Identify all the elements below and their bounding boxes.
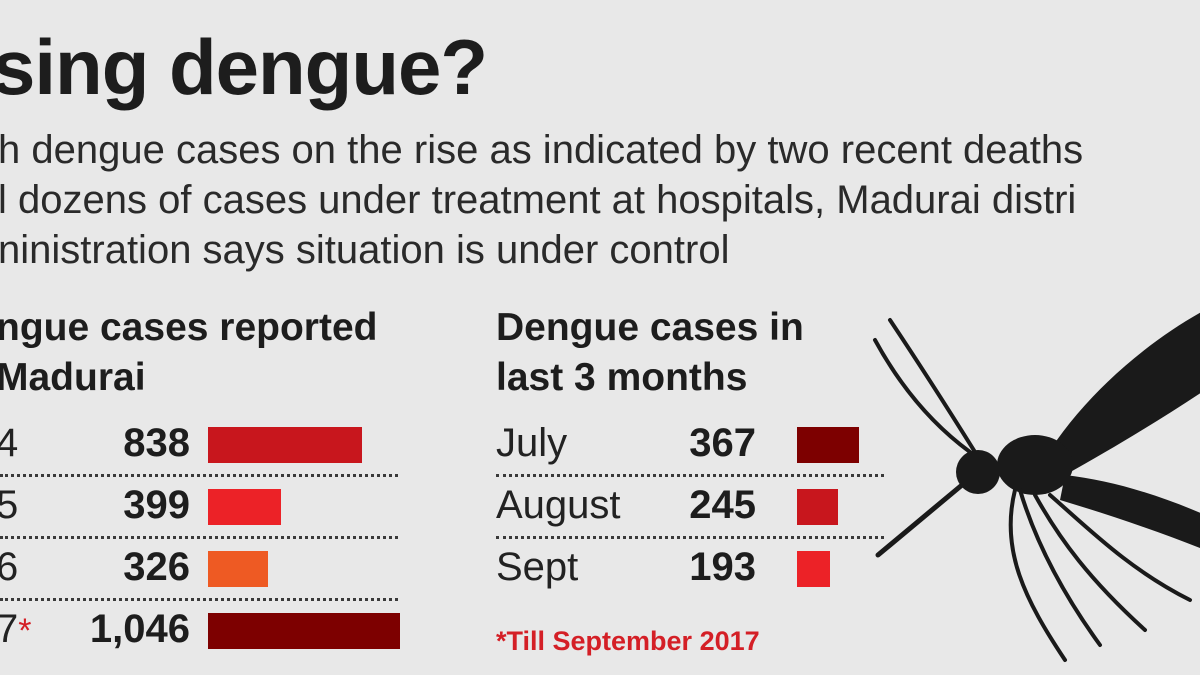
- bar: [797, 489, 838, 525]
- subtitle-line-3: ninistration says situation is under con…: [0, 228, 730, 272]
- value-label: 367: [689, 421, 756, 465]
- value-label: 399: [123, 483, 190, 527]
- bar: [797, 427, 859, 463]
- footnote: *Till September 2017: [496, 626, 760, 656]
- value-label: 326: [123, 545, 190, 589]
- row-divider: [496, 536, 884, 539]
- value-label: 838: [123, 421, 190, 465]
- year-label: 4: [0, 421, 19, 465]
- mosquito-icon: [873, 312, 1200, 662]
- month-label: Sept: [496, 545, 579, 589]
- subtitle-line-2: l dozens of cases under treatment at hos…: [0, 178, 1077, 222]
- bar: [208, 613, 400, 649]
- row-divider: [0, 474, 398, 477]
- year-label-text: 7: [0, 607, 19, 651]
- row-divider: [0, 536, 398, 539]
- year-label: 7*: [0, 607, 31, 652]
- left-chart-title-line-1: ngue cases reported: [0, 306, 378, 349]
- bar: [797, 551, 830, 587]
- asterisk-mark: *: [18, 612, 32, 650]
- row-divider: [496, 474, 884, 477]
- subtitle-line-1: h dengue cases on the rise as indicated …: [0, 128, 1084, 172]
- bar: [208, 551, 268, 587]
- right-chart-title-line-1: Dengue cases in: [496, 306, 804, 349]
- month-label: August: [496, 483, 621, 527]
- right-chart-title-line-2: last 3 months: [496, 356, 748, 399]
- value-label: 245: [689, 483, 756, 527]
- year-label: 5: [0, 483, 19, 527]
- year-label: 6: [0, 545, 19, 589]
- left-chart-title-line-2: Madurai: [0, 356, 146, 399]
- month-label: July: [496, 421, 568, 465]
- page-title: sing dengue?: [0, 23, 488, 111]
- value-label: 1,046: [89, 607, 190, 651]
- bar: [208, 489, 281, 525]
- row-divider: [0, 598, 398, 601]
- value-label: 193: [689, 545, 756, 589]
- bar: [208, 427, 362, 463]
